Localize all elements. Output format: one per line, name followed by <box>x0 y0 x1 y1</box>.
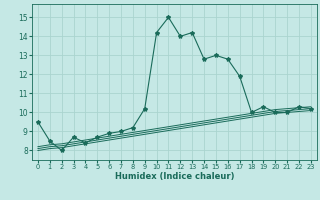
X-axis label: Humidex (Indice chaleur): Humidex (Indice chaleur) <box>115 172 234 181</box>
